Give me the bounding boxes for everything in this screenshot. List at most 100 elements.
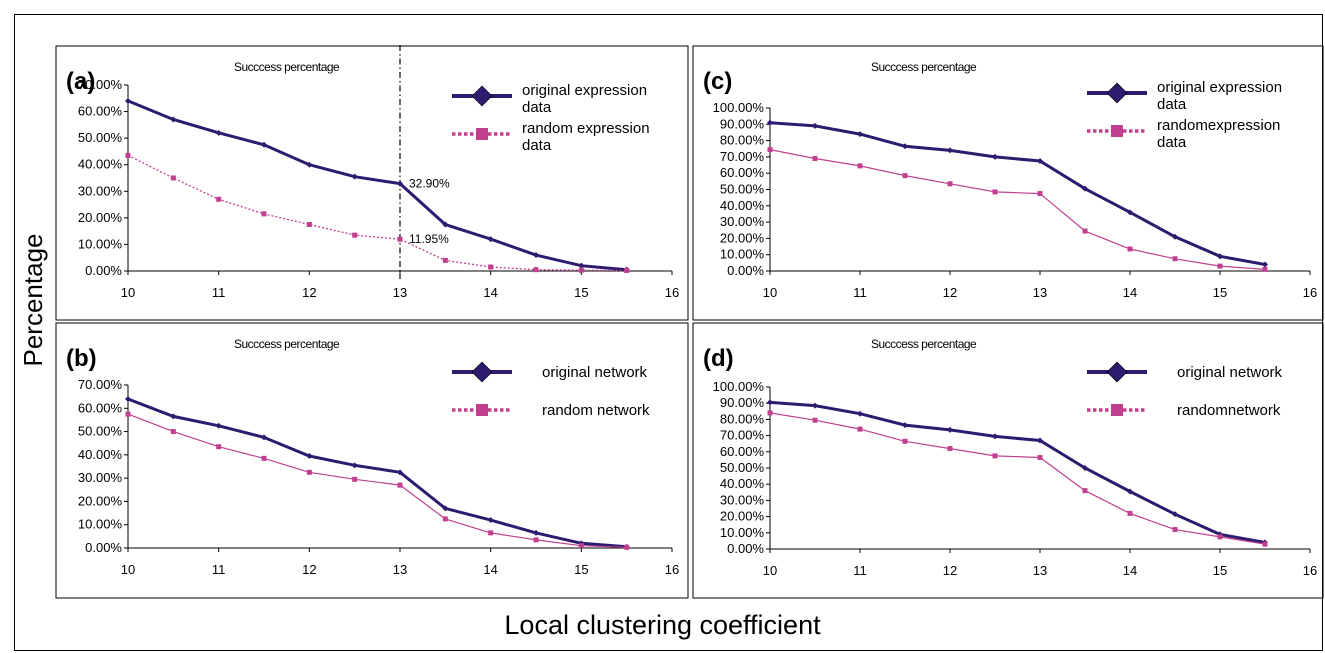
data-point-original — [306, 161, 313, 168]
y-axis-title-container: Percentage — [18, 234, 48, 367]
y-tick-label: 60.00% — [720, 165, 765, 180]
data-point-random — [947, 446, 953, 452]
panel-d: 0.00%10.00%20.00% 30.00%40.00%50.00%60.00… — [692, 322, 1324, 599]
y-tick-label: 10.00% — [78, 236, 123, 251]
x-tick-label: 14 — [483, 285, 497, 300]
data-point-random — [812, 417, 818, 423]
x-tick-label: 13 — [393, 285, 407, 300]
legend-swatch-marker — [471, 361, 493, 383]
y-tick-label: 70.00% — [720, 428, 765, 443]
y-tick-label: 90.00% — [720, 395, 765, 410]
chart-title: Succcess percentage — [234, 60, 340, 74]
data-point-random — [170, 429, 176, 435]
panel-letter: (b) — [66, 345, 97, 372]
y-axis-title: Percentage — [18, 233, 48, 367]
data-point-original — [1037, 437, 1043, 444]
annotation-label: 11.95% — [409, 232, 449, 246]
data-point-random — [767, 410, 773, 416]
data-point-random — [125, 152, 131, 158]
data-point-original — [125, 395, 131, 402]
series-line-random — [127, 154, 627, 272]
panel-border — [55, 322, 689, 599]
y-tick-label: 100.00% — [713, 100, 765, 115]
y-tick-label: 10.00% — [78, 517, 123, 532]
y-tick-label: 40.00% — [78, 157, 123, 172]
data-point-random — [397, 236, 403, 242]
legend-label: original expression — [522, 82, 647, 99]
data-point-random — [578, 543, 584, 549]
x-tick-label: 12 — [302, 562, 316, 577]
x-tick-label: 10 — [121, 285, 135, 300]
data-point-random — [352, 232, 358, 238]
x-tick-label: 16 — [665, 562, 679, 577]
data-point-original — [261, 434, 267, 441]
data-point-random — [1082, 488, 1088, 494]
data-point-original — [442, 505, 449, 512]
annotation-label: 32.90% — [409, 177, 450, 191]
data-point-random — [125, 411, 131, 417]
data-point-random — [1217, 263, 1223, 269]
data-point-original — [170, 116, 177, 123]
y-tick-label: 90.00% — [720, 116, 765, 131]
data-point-random — [216, 196, 222, 202]
y-tick-label: 20.00% — [720, 509, 765, 524]
data-point-original — [397, 469, 403, 476]
y-tick-label: 70.00% — [720, 149, 765, 164]
data-point-random — [1127, 246, 1133, 252]
data-point-original — [170, 413, 177, 420]
data-point-original — [442, 221, 449, 228]
y-tick-label: 50.00% — [78, 424, 123, 439]
legend-swatch-marker — [1106, 361, 1128, 383]
x-tick-label: 13 — [393, 562, 407, 577]
legend-swatch-marker — [476, 128, 488, 140]
data-point-original — [812, 402, 818, 409]
data-point-random — [352, 476, 358, 482]
data-point-original — [351, 462, 358, 469]
y-tick-label: 40.00% — [78, 447, 123, 462]
data-point-random — [261, 455, 267, 461]
legend-label: original network — [542, 364, 648, 381]
legend-swatch-marker — [1111, 125, 1123, 137]
legend-label: data — [522, 99, 552, 116]
data-point-random — [624, 544, 630, 550]
data-point-original — [1127, 488, 1133, 495]
x-tick-label: 15 — [1213, 563, 1227, 578]
data-point-original — [992, 433, 998, 440]
y-tick-label: 50.00% — [78, 130, 123, 145]
x-tick-label: 12 — [943, 285, 957, 300]
x-tick-label: 15 — [574, 562, 588, 577]
data-point-random — [488, 530, 494, 536]
y-tick-label: 0.00% — [85, 263, 122, 278]
x-tick-label: 13 — [1033, 285, 1047, 300]
data-point-original — [578, 262, 585, 269]
data-point-original — [215, 422, 222, 429]
x-tick-label: 12 — [943, 563, 957, 578]
data-point-random — [1262, 266, 1268, 272]
data-point-random — [216, 444, 222, 450]
data-point-random — [992, 189, 998, 195]
legend-label: random network — [542, 402, 650, 419]
panel-border — [692, 322, 1324, 599]
y-tick-label: 20.00% — [78, 210, 123, 225]
x-tick-label: 16 — [1303, 563, 1317, 578]
panel-c: 0.00%10.00% 20.00%30.00%40.00%50.00% 60.00… — [692, 45, 1324, 321]
data-point-original — [1037, 157, 1043, 164]
chart-title: Succcess percentage — [871, 337, 977, 351]
x-tick-label: 15 — [574, 285, 588, 300]
x-tick-label: 11 — [212, 562, 226, 577]
data-point-random — [902, 438, 908, 444]
data-point-original — [1082, 465, 1088, 471]
series-line-original — [769, 121, 1266, 266]
data-point-random — [533, 267, 539, 273]
legend-label: random expression — [522, 120, 650, 137]
data-point-random — [812, 156, 818, 162]
data-point-random — [1127, 510, 1133, 516]
data-point-random — [992, 453, 998, 459]
data-point-random — [488, 264, 494, 270]
data-point-original — [533, 252, 539, 259]
series-line-original — [127, 99, 627, 272]
data-point-original — [767, 119, 773, 126]
y-tick-label: 50.00% — [720, 460, 765, 475]
data-point-random — [533, 537, 539, 543]
x-axis-title: Local clustering coefficient — [504, 610, 821, 640]
